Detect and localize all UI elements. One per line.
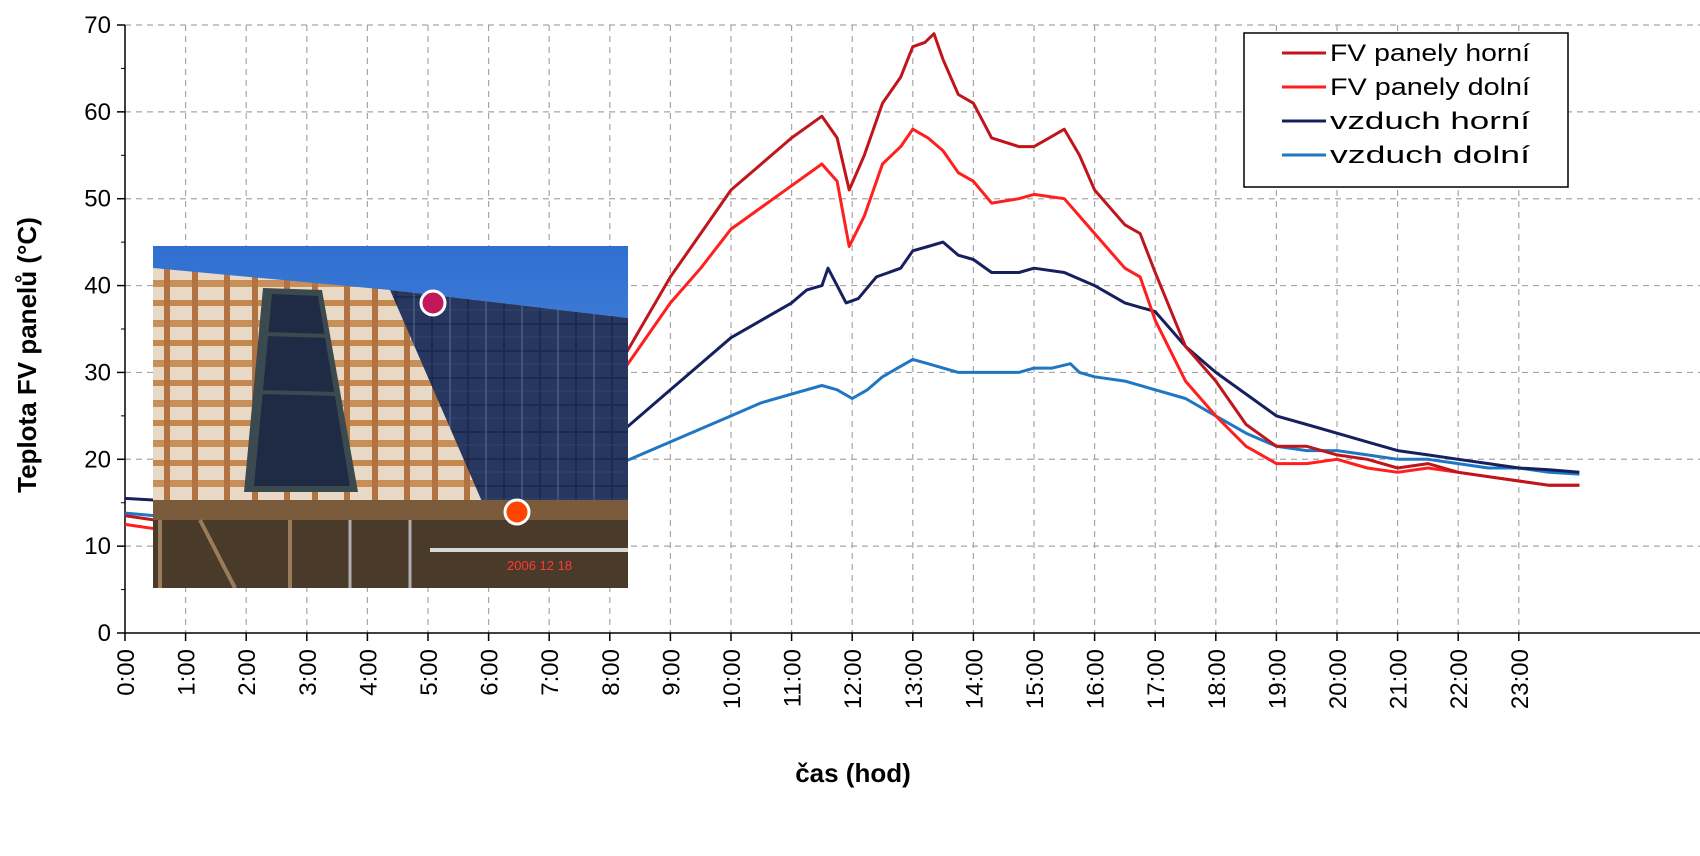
x-tick-label: 2:00 <box>234 649 261 696</box>
grid <box>125 24 1700 633</box>
x-tick-label: 4:00 <box>355 649 382 696</box>
x-tick-label: 23:00 <box>1507 649 1534 709</box>
x-tick-label: 1:00 <box>174 649 201 696</box>
x-tick-label: 8:00 <box>598 649 625 696</box>
x-tick-label: 9:00 <box>658 649 685 696</box>
legend-label: FV panely dolní <box>1330 74 1530 101</box>
y-tick-label: 10 <box>84 533 111 560</box>
legend-label: vzduch horní <box>1330 108 1530 135</box>
y-axis-title: Teplota FV panelů (°C) <box>12 217 42 493</box>
y-tick-label: 70 <box>84 12 111 39</box>
y-tick-label: 60 <box>84 99 111 126</box>
x-tick-label: 20:00 <box>1325 649 1352 709</box>
x-tick-label: 0:00 <box>113 649 140 696</box>
series-line-2 <box>124 127 1580 535</box>
x-tick-label: 6:00 <box>477 649 504 696</box>
eave <box>153 500 628 520</box>
window-glass <box>254 294 350 486</box>
x-tick-label: 19:00 <box>1264 649 1291 709</box>
x-tick-label: 15:00 <box>1022 649 1049 709</box>
y-ticks: 0 10 20 30 40 50 60 70 <box>84 12 125 647</box>
x-tick-label: 7:00 <box>537 649 564 696</box>
photo-date-stamp: 2006 12 18 <box>507 558 572 573</box>
x-tick-label: 22:00 <box>1446 649 1473 709</box>
scaffolding <box>153 520 628 588</box>
x-tick-label: 16:00 <box>1083 649 1110 709</box>
x-tick-label: 14:00 <box>961 649 988 709</box>
legend-box <box>1243 32 1569 188</box>
series-lines <box>124 32 1580 535</box>
series-line-4 <box>124 357 1580 522</box>
sensor-marker-bottom <box>503 498 531 526</box>
y-tick-label: 30 <box>84 359 111 386</box>
legend-label: vzduch dolní <box>1330 142 1530 169</box>
x-tick-label: 17:00 <box>1143 649 1170 709</box>
x-tick-label: 11:00 <box>780 649 807 707</box>
y-tick-label: 40 <box>84 273 111 300</box>
y-tick-label: 0 <box>98 620 111 647</box>
x-tick-label: 18:00 <box>1204 649 1231 709</box>
y-tick-label: 50 <box>84 186 111 213</box>
x-tick-label: 5:00 <box>416 649 443 696</box>
pv-panel-array <box>390 290 628 520</box>
x-tick-label: 3:00 <box>295 649 322 696</box>
y-tick-label: 20 <box>84 446 111 473</box>
x-tick-label: 12:00 <box>840 649 867 709</box>
x-ticks: 0:00 1:00 2:00 3:00 4:00 5:00 6:00 7:00 8:00 9:00… <box>113 633 1534 709</box>
x-axis-title: čas (hod) <box>795 758 911 788</box>
series-line-3 <box>124 240 1580 503</box>
legend: FV panely horní FV panely dolní vzduch hor… <box>1243 32 1569 188</box>
x-tick-label: 13:00 <box>901 649 928 709</box>
series-line-1 <box>124 32 1580 526</box>
x-tick-label: 10:00 <box>719 649 746 709</box>
inset-roof-photo: 2006 12 18 <box>153 246 628 588</box>
x-tick-label: 21:00 <box>1386 649 1413 709</box>
legend-label: FV panely horní <box>1330 40 1530 67</box>
sensor-marker-top <box>419 289 447 317</box>
